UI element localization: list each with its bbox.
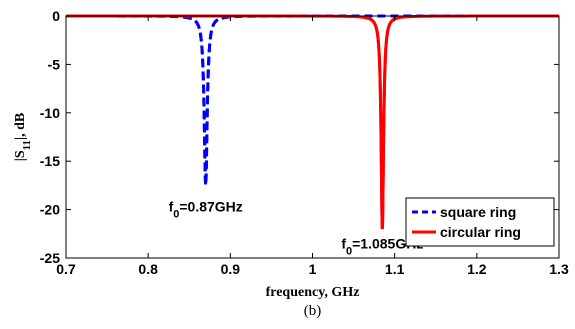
y-tick-label: 0 [52, 8, 60, 24]
panel-label: (b) [304, 303, 322, 319]
x-tick-label: 1.2 [467, 261, 487, 277]
x-tick-label: 1.1 [385, 261, 405, 277]
resonance-annotation: f0=0.87GHz [169, 199, 243, 221]
y-tick-label: -10 [40, 105, 60, 121]
x-tick-label: 0.9 [221, 261, 241, 277]
legend-label-square-ring: square ring [440, 204, 516, 220]
x-tick-label: 1 [309, 261, 317, 277]
y-tick-label: -20 [40, 202, 60, 218]
x-axis-label: frequency, GHz [266, 285, 360, 300]
y-tick-label: -25 [40, 250, 60, 266]
legend-box [405, 197, 555, 247]
series-dip-square-ring [183, 15, 228, 186]
y-tick-label: -15 [40, 153, 60, 169]
y-tick-label: -5 [48, 56, 61, 72]
x-tick-label: 0.7 [56, 261, 76, 277]
legend-label-circular-ring: circular ring [440, 224, 521, 240]
x-tick-label: 1.3 [549, 261, 569, 277]
x-tick-label: 0.8 [138, 261, 158, 277]
legend: square ring circular ring [405, 197, 555, 247]
y-axis-label: |S11|, dB [13, 113, 33, 162]
